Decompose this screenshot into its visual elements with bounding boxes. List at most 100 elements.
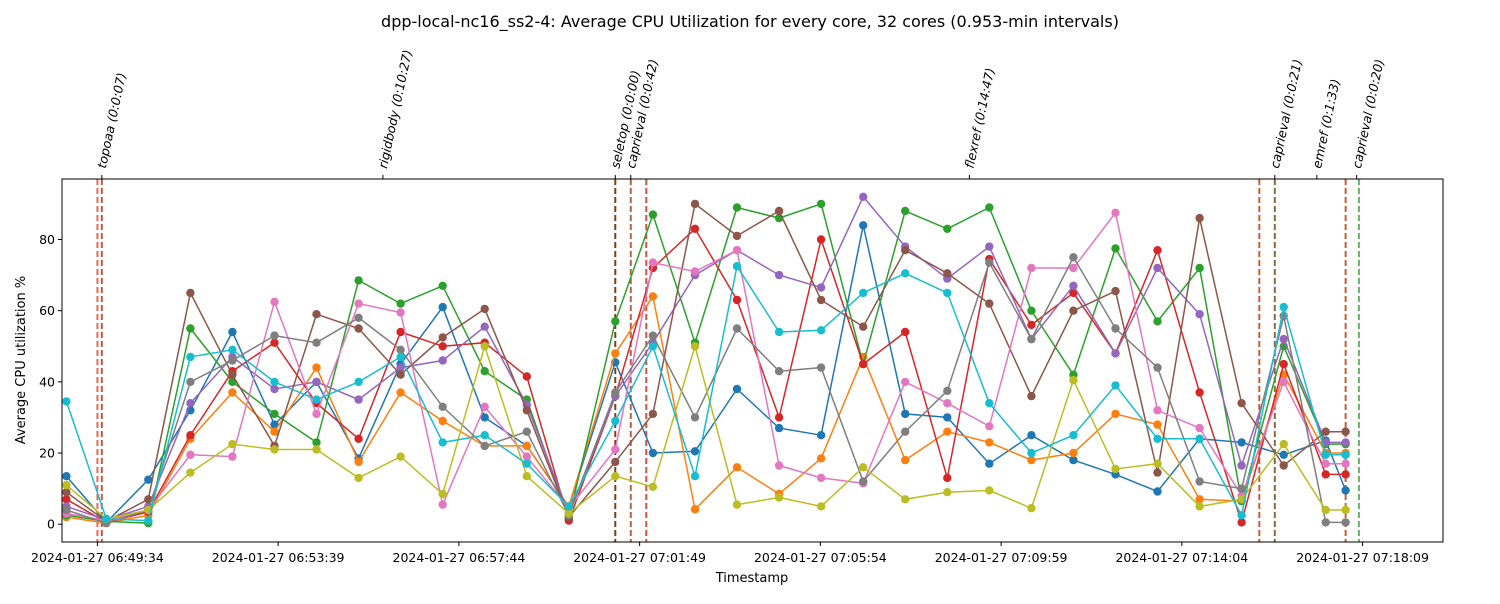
data-point (354, 299, 363, 308)
data-point (859, 359, 868, 369)
data-point (270, 427, 279, 436)
data-point (312, 338, 321, 347)
plot-frame (61, 178, 1444, 543)
data-point (732, 262, 742, 271)
phase-label: topoaa (0:0:07) (94, 71, 129, 169)
data-point (186, 288, 195, 298)
data-point (1111, 208, 1120, 217)
data-point (1153, 246, 1162, 255)
series-line-9 (65, 264, 1346, 522)
data-point (270, 297, 279, 306)
data-point (1111, 244, 1120, 253)
data-point (611, 317, 620, 326)
data-point (1153, 434, 1162, 443)
data-point (1237, 399, 1246, 408)
series-line-2 (66, 202, 1346, 524)
data-point (480, 402, 489, 411)
series-line-3 (66, 227, 1346, 526)
data-point (1237, 511, 1246, 520)
y-tick-label: 20 (39, 446, 55, 461)
data-point (480, 304, 489, 314)
data-point (354, 473, 363, 483)
data-point (611, 445, 620, 454)
x-tick-label: 2024-01-27 07:01:49 (573, 550, 706, 565)
data-point (522, 406, 531, 415)
data-point (774, 327, 784, 337)
data-point (985, 459, 994, 468)
data-point (611, 457, 620, 467)
data-point (270, 331, 279, 340)
data-point (312, 409, 321, 419)
data-point (985, 258, 994, 267)
data-point (1341, 505, 1350, 515)
data-point (901, 377, 910, 387)
data-point (1321, 450, 1330, 459)
data-point (1153, 406, 1162, 415)
data-point (1153, 317, 1162, 326)
data-point (522, 427, 531, 436)
data-point (985, 299, 994, 308)
data-point (1237, 438, 1246, 447)
data-point (1237, 484, 1246, 493)
data-point (732, 463, 742, 472)
data-point (816, 431, 826, 440)
data-point (611, 472, 620, 481)
data-point (228, 377, 237, 387)
data-point (690, 413, 700, 422)
data-point (1321, 470, 1330, 479)
x-axis: 2024-01-27 06:49:34 2024-01-27 06:53:39 20… (31, 542, 1429, 565)
series-line-0 (65, 225, 1347, 524)
data-point (690, 342, 700, 351)
phase-label: flexref (0:14:47) (962, 66, 998, 169)
data-point (186, 468, 195, 477)
data-point (648, 258, 658, 267)
data-point (312, 445, 321, 454)
data-point (396, 345, 405, 354)
x-tick-label: 2024-01-27 06:49:34 (31, 550, 164, 565)
data-point (901, 246, 910, 255)
data-point (354, 395, 363, 404)
data-point (62, 488, 71, 497)
data-point (396, 452, 405, 461)
data-point (901, 327, 910, 337)
data-point (943, 427, 952, 436)
y-tick-label: 80 (39, 232, 55, 247)
data-point (648, 482, 658, 491)
data-point (1279, 302, 1288, 312)
data-point (611, 388, 620, 397)
data-point (1195, 495, 1204, 504)
data-point (186, 450, 195, 459)
data-point (774, 461, 784, 470)
data-point (1027, 431, 1036, 440)
data-point (985, 438, 994, 447)
data-point (1027, 504, 1036, 513)
series-9 (62, 262, 1350, 525)
data-point (312, 395, 321, 404)
data-point (396, 388, 405, 397)
data-point (648, 448, 658, 458)
data-point (228, 388, 237, 397)
data-point (985, 486, 994, 495)
phase-label: rigidbody (0:10:27) (375, 48, 415, 169)
series-line-8 (65, 343, 1346, 520)
data-point (943, 488, 952, 497)
data-point (985, 399, 994, 408)
data-point (270, 338, 279, 347)
data-point (732, 384, 742, 394)
data-point (1321, 427, 1330, 436)
data-point (1069, 288, 1078, 298)
data-point (228, 370, 237, 379)
data-point (1195, 434, 1204, 443)
data-point (62, 495, 71, 504)
data-point (480, 322, 489, 331)
data-point (943, 399, 952, 408)
data-point (1153, 420, 1162, 429)
data-point (228, 327, 237, 337)
data-point (1237, 518, 1246, 527)
x-tick-label: 2024-01-27 07:05:54 (754, 550, 887, 565)
data-point (648, 292, 658, 301)
data-point (943, 413, 952, 422)
data-point (1027, 448, 1036, 458)
series-line-1 (66, 294, 1346, 524)
x-axis-label: Timestamp (715, 571, 789, 586)
